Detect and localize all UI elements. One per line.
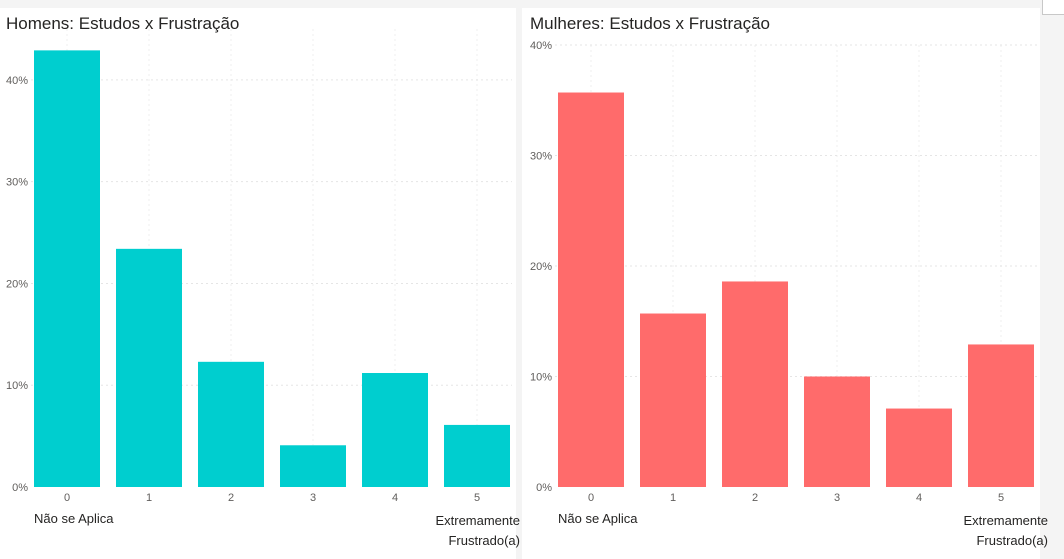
men-ytick-label: 40% (6, 75, 28, 87)
men-ytick-label: 20% (6, 278, 28, 290)
women-high-label-line2: Frustrado(a) (976, 533, 1048, 548)
women-low-label: Não se Aplica (558, 511, 638, 526)
men-chart-title: Homens: Estudos x Frustração (6, 14, 240, 33)
women-bar-3[interactable] (804, 376, 870, 488)
men-bar-1[interactable] (116, 248, 182, 487)
men-high-label-line2: Frustrado(a) (448, 533, 520, 548)
women-xtick-label: 5 (998, 492, 1004, 504)
women-ytick-label: 10% (530, 372, 552, 384)
men-xtick-label: 4 (392, 492, 398, 504)
women-chart-title: Mulheres: Estudos x Frustração (530, 14, 770, 33)
women-ytick-label: 20% (530, 261, 552, 273)
women-ytick-label: 30% (530, 151, 552, 163)
women-bar-chart: 0% 10% 20% 30% 40% 0 1 2 3 4 5 (530, 40, 1038, 504)
men-bar-0[interactable] (34, 50, 100, 488)
women-bar-2[interactable] (722, 281, 788, 487)
men-bar-2[interactable] (198, 361, 264, 487)
women-ytick-label: 0% (536, 482, 552, 494)
men-ytick-label: 30% (6, 177, 28, 189)
men-xtick-label: 5 (474, 492, 480, 504)
women-xtick-label: 3 (834, 492, 840, 504)
men-high-label-line1: Extremamente (435, 513, 520, 528)
women-bar-4[interactable] (886, 408, 952, 487)
women-bar-5[interactable] (968, 344, 1034, 487)
corner-tab[interactable] (1042, 0, 1064, 15)
men-ytick-label: 10% (6, 380, 28, 392)
women-xtick-label: 1 (670, 492, 676, 504)
men-xtick-label: 0 (64, 492, 70, 504)
women-bar-0[interactable] (558, 92, 624, 487)
women-xtick-label: 2 (752, 492, 758, 504)
women-xtick-label: 4 (916, 492, 922, 504)
men-low-label: Não se Aplica (34, 511, 114, 526)
women-high-label: Extremamente Frustrado(a) (963, 511, 1048, 551)
men-bar-3[interactable] (280, 445, 346, 487)
women-chart-panel[interactable]: 0% 10% 20% 30% 40% 0 1 2 3 4 5 Mulheres: Estudos x… (522, 8, 1048, 559)
men-bar-chart: 0% 10% 20% 30% 40% 0 1 2 3 4 5 (6, 29, 512, 504)
women-bar-1[interactable] (640, 313, 706, 487)
men-xtick-label: 1 (146, 492, 152, 504)
men-chart-panel[interactable]: 0% 10% 20% 30% 40% 0 1 2 3 4 5 Homens: Estudos x F… (0, 8, 520, 559)
men-xtick-label: 3 (310, 492, 316, 504)
men-bar-5[interactable] (444, 424, 510, 487)
men-bar-4[interactable] (362, 373, 428, 487)
women-high-label-line1: Extremamente (963, 513, 1048, 528)
men-high-label: Extremamente Frustrado(a) (435, 511, 520, 551)
men-xtick-label: 2 (228, 492, 234, 504)
men-ytick-label: 0% (12, 482, 28, 494)
women-xtick-label: 0 (588, 492, 594, 504)
women-ytick-label: 40% (530, 40, 552, 52)
